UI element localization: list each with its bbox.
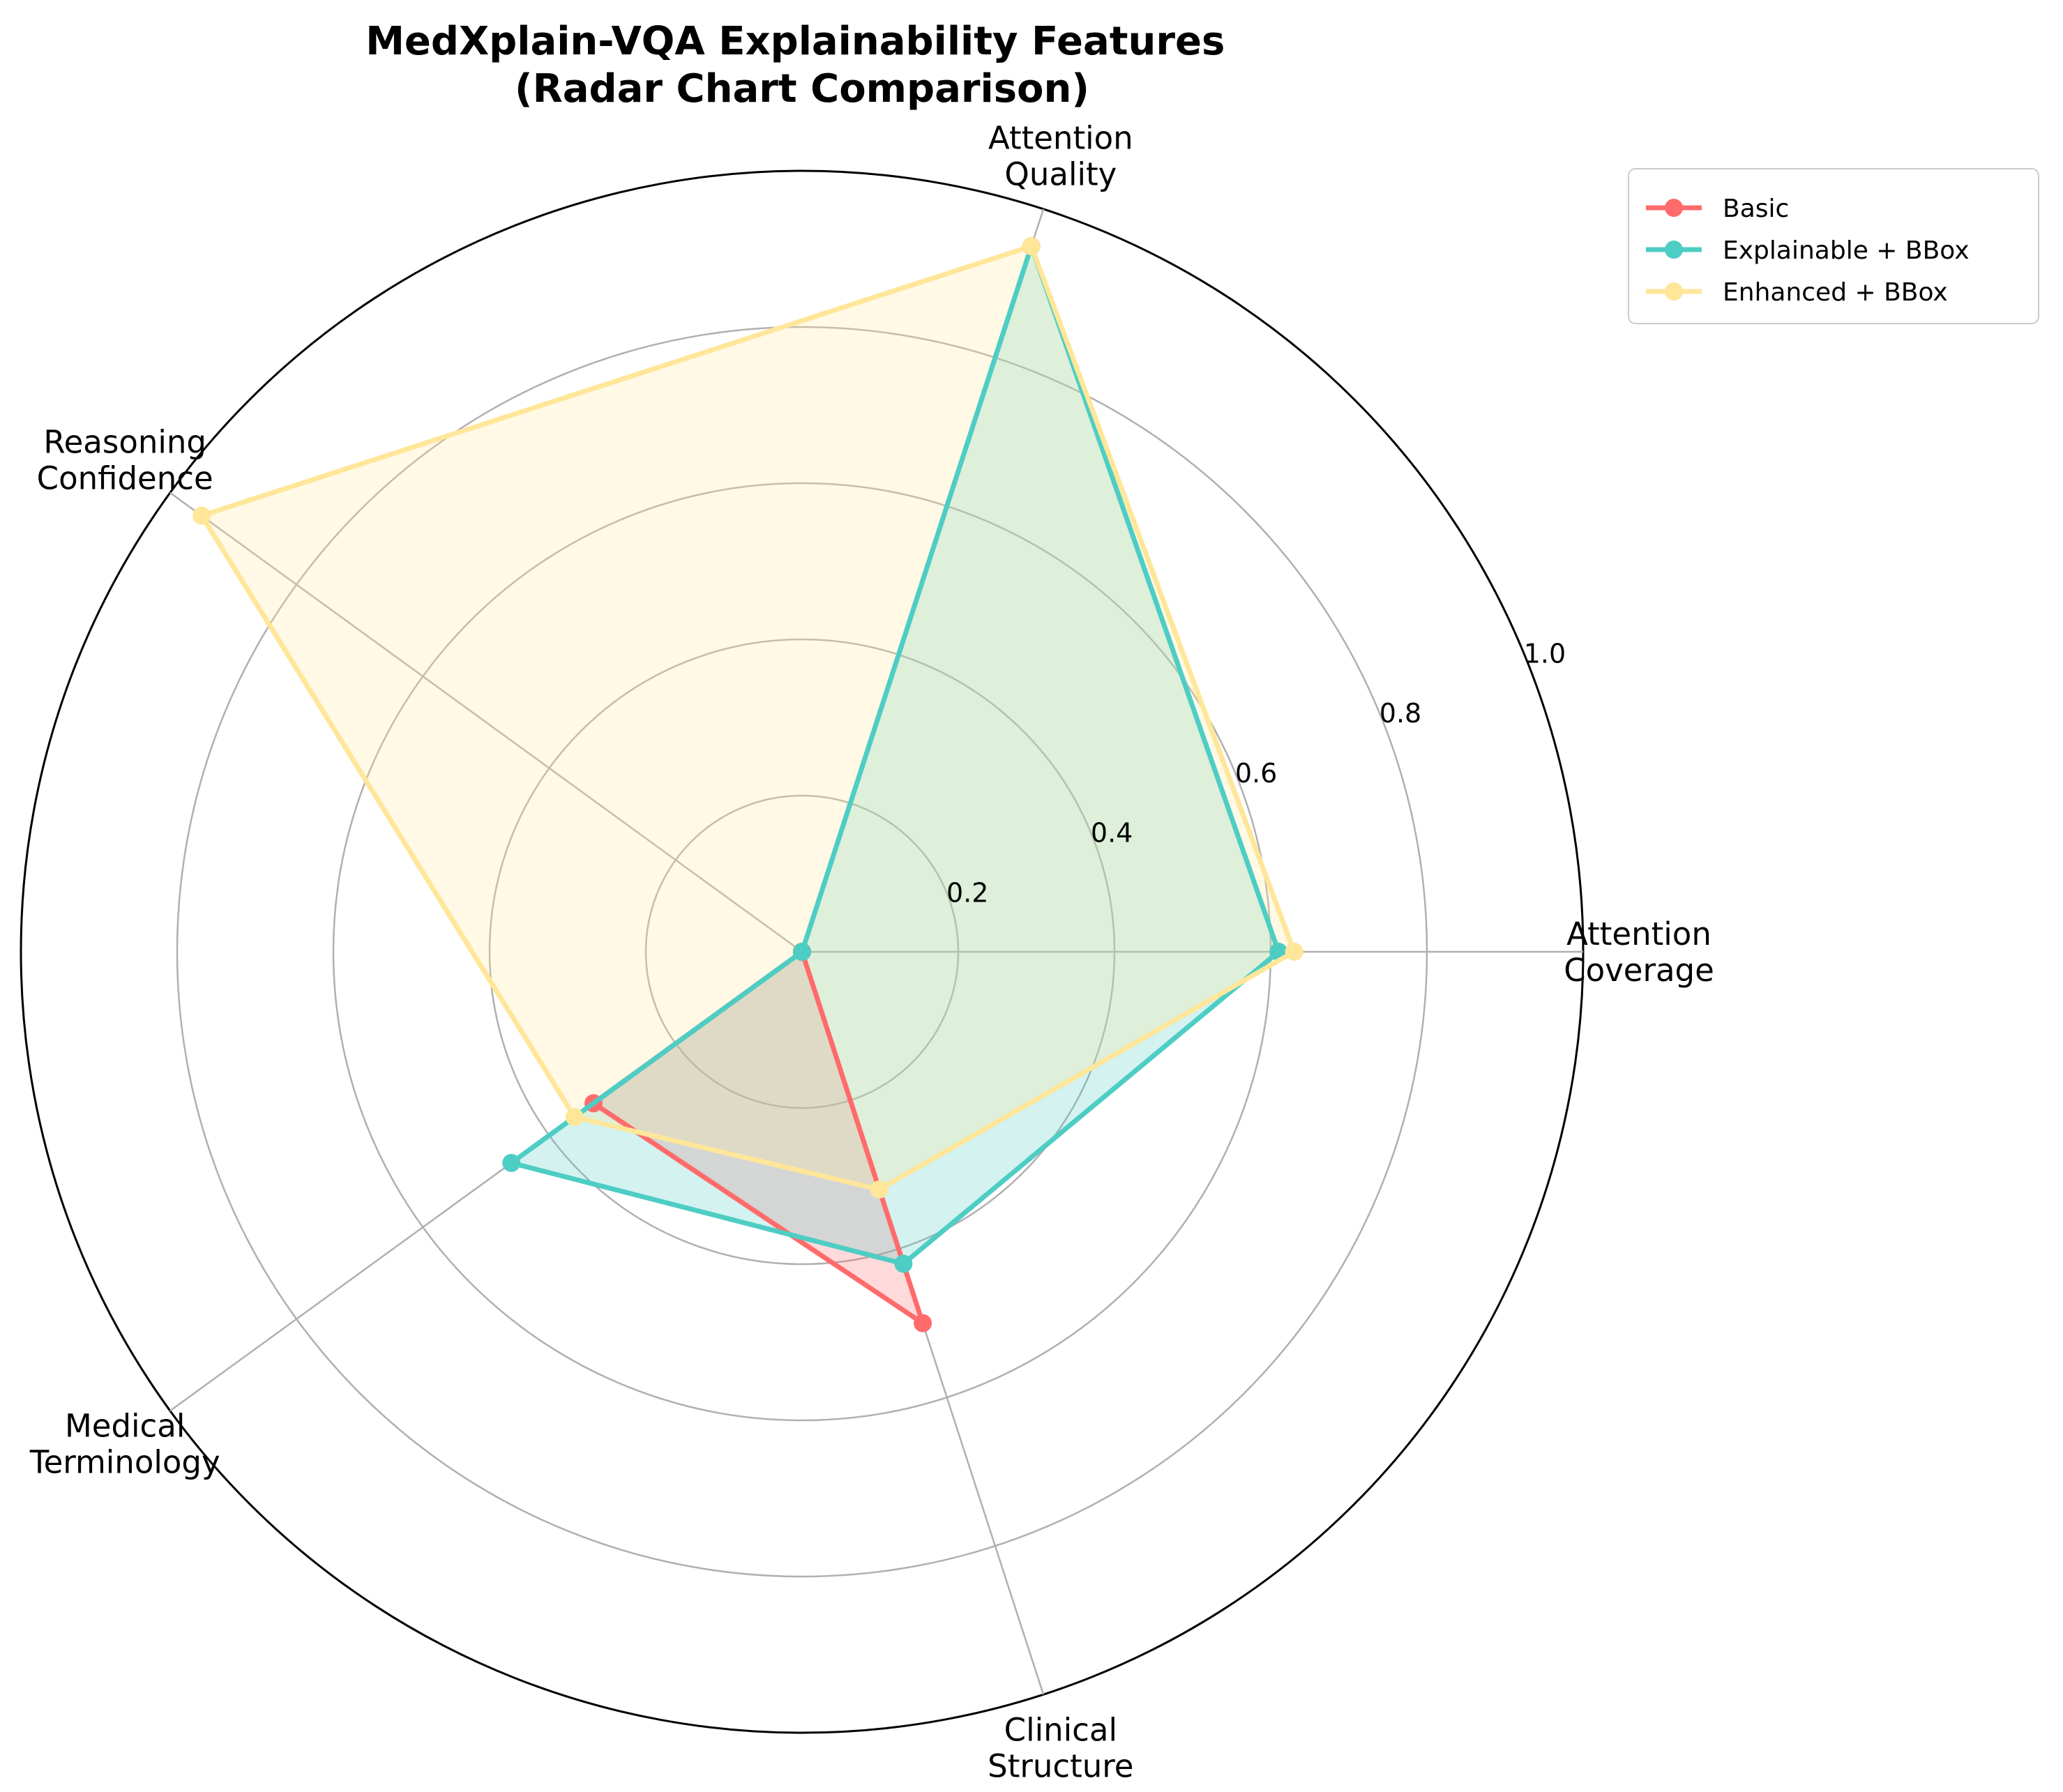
legend-swatch-marker [1665,282,1683,301]
series-lines [192,237,1303,1332]
legend-box [1628,168,2039,324]
axis-label: Clinical Structure [988,1711,1133,1784]
series-fills [202,246,1294,1323]
series-line-2 [199,243,1297,1192]
data-point [502,1153,521,1172]
legend-label: Enhanced + BBox [1723,278,1948,307]
axis-spoke [169,492,803,953]
legend-swatch-marker [1665,241,1683,259]
chart-title: MedXplain-VQA Explainability Features (R… [365,19,1239,112]
radial-tick-label: 1.0 [1524,638,1566,669]
data-point [1285,943,1303,961]
axis-label: Attention Quality [988,120,1133,193]
radial-tick-label: 0.2 [946,877,988,908]
radial-tick-label: 0.8 [1380,698,1421,729]
radial-tick-label: 0.4 [1091,818,1133,849]
data-point [870,1180,889,1199]
legend: Basic Explainable + BBox Enhanced + BBox [1628,168,2039,324]
data-point [1022,237,1041,256]
axis-label: Medical Terminology [29,1407,220,1480]
data-point [793,943,811,961]
axis-label: Reasoning Confidence [37,424,213,497]
series-fill-1 [511,246,1279,1264]
legend-swatch-marker [1665,199,1683,217]
legend-label: Basic [1723,195,1789,223]
data-point [565,1107,584,1126]
data-point [192,506,211,525]
axis-label: Attention Coverage [1564,916,1714,989]
data-point [914,1314,932,1332]
data-point [894,1254,913,1273]
radial-tick-labels: 0.2 0.4 0.6 0.8 1.0 [946,638,1566,908]
radial-tick-label: 0.6 [1235,758,1277,789]
chart-title-line-2: (Radar Chart Comparison) [515,66,1089,112]
legend-label: Explainable + BBox [1723,236,1970,265]
chart-title-line-1: MedXplain-VQA Explainability Features [365,19,1225,64]
axis-labels: Attention Coverage Attention Quality Reasoni… [29,120,1714,1785]
